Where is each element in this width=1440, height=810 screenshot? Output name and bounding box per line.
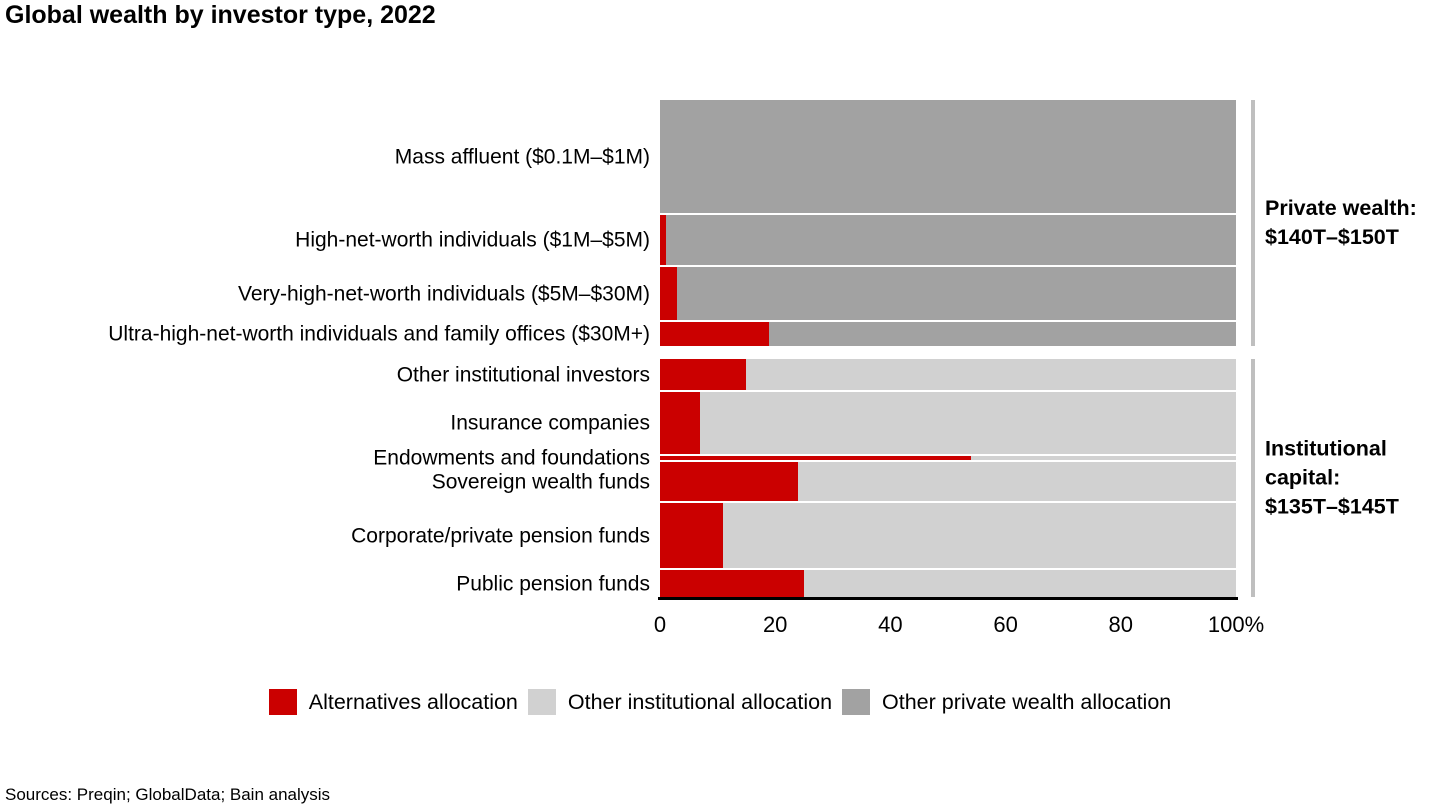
legend-item: Other private wealth allocation bbox=[842, 689, 1171, 715]
group-annotation: Private wealth: $140T–$150T bbox=[1265, 194, 1417, 252]
other-allocation-segment bbox=[660, 267, 1236, 320]
category-label: Sovereign wealth funds bbox=[431, 470, 650, 493]
group-annotation-line: $135T–$145T bbox=[1265, 494, 1399, 519]
stacked-bar-chart: Mass affluent ($0.1M–$1M) High-net-worth … bbox=[0, 100, 1440, 660]
alternatives-segment bbox=[660, 267, 678, 320]
legend-label: Other private wealth allocation bbox=[882, 689, 1172, 714]
other-allocation-segment bbox=[660, 462, 1236, 501]
group-annotation-line: Institutional bbox=[1265, 436, 1387, 461]
x-axis-line bbox=[658, 597, 1238, 600]
category-label: Insurance companies bbox=[450, 411, 650, 435]
other-allocation-segment bbox=[660, 503, 1236, 568]
chart-title: Global wealth by investor type, 2022 bbox=[5, 1, 436, 29]
alternatives-segment bbox=[660, 456, 972, 460]
category-label: Corporate/private pension funds bbox=[351, 524, 650, 547]
legend-label: Other institutional allocation bbox=[567, 689, 833, 714]
legend-item: Other institutional allocation bbox=[527, 689, 833, 715]
alternatives-segment bbox=[660, 570, 804, 597]
legend-swatch bbox=[527, 689, 556, 715]
group-bracket-line bbox=[1251, 100, 1255, 346]
other-allocation-segment bbox=[660, 359, 1236, 390]
sources-note: Sources: Preqin; GlobalData; Bain analys… bbox=[5, 785, 331, 804]
legend-item: Alternatives allocation bbox=[268, 689, 518, 715]
alternatives-segment bbox=[660, 462, 799, 501]
alternatives-segment bbox=[660, 322, 770, 346]
bar-row: Insurance companies bbox=[0, 392, 1440, 454]
alternatives-segment bbox=[660, 359, 747, 390]
bar-row: Mass affluent ($0.1M–$1M) bbox=[0, 100, 1440, 213]
other-allocation-segment bbox=[660, 392, 1236, 454]
x-axis-tick-label: 40 bbox=[878, 612, 903, 637]
bar-row: Ultra-high-net-worth individuals and fam… bbox=[0, 322, 1440, 346]
group-annotation-line: $140T–$150T bbox=[1265, 225, 1399, 249]
x-axis-tick-label: 0 bbox=[653, 612, 667, 637]
bar-row: Sovereign wealth funds bbox=[0, 462, 1440, 501]
bar-row: Corporate/private pension funds bbox=[0, 503, 1440, 568]
group-bracket-line bbox=[1251, 359, 1255, 597]
category-label: Endowments and foundations bbox=[373, 446, 650, 470]
category-label: Mass affluent ($0.1M–$1M) bbox=[394, 145, 650, 168]
group-annotation-line: Private wealth: bbox=[1265, 196, 1417, 220]
category-label: Ultra-high-net-worth individuals and fam… bbox=[108, 322, 650, 346]
legend: Alternatives allocation Other institution… bbox=[0, 686, 1440, 718]
bar-row: Very-high-net-worth individuals ($5M–$30… bbox=[0, 267, 1440, 320]
category-label: Public pension funds bbox=[456, 572, 650, 595]
x-axis-tick-label: 100% bbox=[1207, 612, 1265, 637]
x-axis-tick-label: 80 bbox=[1108, 612, 1134, 637]
legend-swatch bbox=[842, 689, 871, 715]
alternatives-segment bbox=[660, 215, 666, 265]
alternatives-segment bbox=[660, 392, 701, 454]
category-label: Other institutional investors bbox=[396, 363, 650, 386]
other-allocation-segment bbox=[660, 322, 1236, 346]
other-allocation-segment bbox=[660, 456, 1236, 460]
x-axis-tick-label: 20 bbox=[762, 612, 788, 637]
category-label: High-net-worth individuals ($1M–$5M) bbox=[295, 228, 650, 252]
bar-row: Public pension funds bbox=[0, 570, 1440, 597]
category-label: Very-high-net-worth individuals ($5M–$30… bbox=[237, 282, 650, 305]
bar-row: Endowments and foundations bbox=[0, 448, 1440, 469]
other-allocation-segment bbox=[660, 100, 1236, 213]
legend-label: Alternatives allocation bbox=[308, 689, 518, 714]
group-annotation: Institutional capital: $135T–$145T bbox=[1265, 435, 1399, 522]
alternatives-segment bbox=[660, 503, 724, 568]
other-allocation-segment bbox=[660, 215, 1236, 265]
x-axis-tick-label: 60 bbox=[993, 612, 1018, 637]
legend-swatch bbox=[268, 689, 297, 715]
bar-row: Other institutional investors bbox=[0, 359, 1440, 390]
other-allocation-segment bbox=[660, 570, 1236, 597]
bar-row: High-net-worth individuals ($1M–$5M) bbox=[0, 215, 1440, 265]
group-annotation-line: capital: bbox=[1265, 465, 1341, 490]
